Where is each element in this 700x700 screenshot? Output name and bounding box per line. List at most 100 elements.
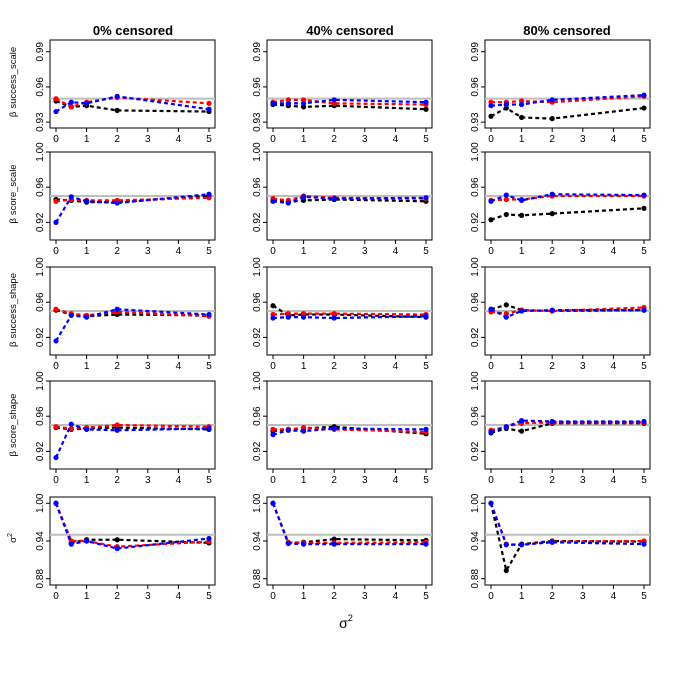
panel-r1-c0: 0 1 2 3 4 5 0.92 0.96 1.00 bbox=[35, 142, 216, 257]
x-tick-label: 3 bbox=[145, 591, 151, 602]
data-point-blue bbox=[423, 313, 429, 319]
x-tick-label: 4 bbox=[393, 475, 399, 486]
y-tick-label: 0.92 bbox=[35, 441, 46, 461]
data-point-black bbox=[503, 567, 509, 574]
y-tick-label: 0.88 bbox=[35, 569, 46, 589]
data-point-red bbox=[53, 96, 59, 102]
row-label-4: σ2 bbox=[7, 533, 19, 543]
x-tick-label: 4 bbox=[393, 361, 399, 372]
data-point-blue bbox=[53, 500, 59, 506]
x-tick-label: 3 bbox=[362, 246, 368, 257]
data-point-blue bbox=[331, 425, 337, 432]
x-tick-label: 0 bbox=[53, 134, 59, 145]
x-tick-label: 0 bbox=[488, 246, 494, 257]
row-label-text: score_shape bbox=[8, 394, 19, 448]
data-point-black bbox=[331, 536, 337, 542]
svg-text:βsuccess_scale: β success_scale bbox=[8, 47, 19, 117]
x-tick-label: 2 bbox=[331, 361, 337, 372]
row-label-1: β score_scale bbox=[8, 164, 19, 223]
panel-r3-c0: 0 1 2 3 4 5 0.92 0.96 1.00 bbox=[35, 371, 216, 486]
data-point-blue bbox=[301, 194, 307, 200]
data-point-black bbox=[423, 106, 429, 112]
row-label-prefix: β bbox=[8, 111, 19, 117]
panel-r2-c1: 0 1 2 3 4 5 0.92 0.96 1.00 bbox=[252, 257, 433, 372]
row-label-prefix: β bbox=[8, 450, 19, 456]
panel-r4-c1: 0 1 2 3 4 5 0.88 0.94 1.00 bbox=[252, 493, 433, 602]
series-line-black bbox=[54, 502, 210, 545]
data-point-red bbox=[114, 422, 120, 428]
data-point-blue bbox=[84, 198, 90, 204]
x-tick-label: 5 bbox=[206, 475, 212, 486]
data-point-red bbox=[68, 104, 74, 110]
y-tick-label: 0.92 bbox=[35, 327, 46, 347]
data-point-blue bbox=[641, 192, 647, 198]
data-point-blue bbox=[84, 426, 90, 432]
y-tick-label: 0.96 bbox=[252, 177, 263, 197]
x-tick-label: 1 bbox=[519, 134, 525, 145]
data-point-blue bbox=[84, 538, 90, 544]
data-point-blue bbox=[519, 418, 525, 424]
data-point-blue bbox=[503, 192, 509, 198]
data-point-blue bbox=[114, 545, 120, 552]
x-tick-label: 2 bbox=[549, 134, 555, 145]
data-point-blue bbox=[423, 99, 429, 105]
y-tick-label: 1.00 bbox=[470, 257, 481, 277]
panel-r2-c2: 0 1 2 3 4 5 0.92 0.96 1.00 bbox=[470, 257, 651, 372]
panel-r0-c1: 0 1 2 3 4 5 0.93 0.96 0.99 bbox=[252, 39, 433, 145]
x-tick-label: 2 bbox=[114, 246, 120, 257]
panel-r3-c2: 0 1 2 3 4 5 0.92 0.96 1.00 bbox=[470, 371, 651, 486]
data-point-blue bbox=[114, 93, 120, 99]
y-tick-label: 1.00 bbox=[252, 142, 263, 162]
y-tick-label: 0.94 bbox=[35, 531, 46, 551]
y-tick-label: 0.96 bbox=[252, 406, 263, 426]
data-point-blue bbox=[301, 541, 307, 547]
data-point-blue bbox=[549, 97, 555, 103]
data-point-blue bbox=[503, 424, 509, 430]
x-tick-label: 0 bbox=[270, 475, 276, 486]
series-line-blue bbox=[272, 315, 427, 320]
x-tick-label: 4 bbox=[393, 246, 399, 257]
x-tick-label: 1 bbox=[84, 361, 90, 372]
data-point-blue bbox=[68, 312, 74, 318]
x-tick-label: 5 bbox=[423, 134, 429, 145]
x-tick-label: 3 bbox=[580, 246, 586, 257]
series-line-black bbox=[272, 103, 427, 111]
data-point-blue bbox=[641, 418, 647, 425]
data-point-blue bbox=[519, 308, 525, 314]
x-tick-label: 2 bbox=[331, 134, 337, 145]
data-point-black bbox=[488, 217, 494, 223]
data-point-black bbox=[641, 105, 647, 111]
x-tick-label: 3 bbox=[580, 591, 586, 602]
series-line-red bbox=[271, 502, 427, 544]
x-tick-label: 0 bbox=[270, 361, 276, 372]
y-tick-label: 0.96 bbox=[35, 292, 46, 312]
panel-r0-c2: 0 1 2 3 4 5 0.93 0.96 0.99 bbox=[470, 39, 651, 145]
data-point-red bbox=[53, 306, 59, 312]
data-point-blue bbox=[270, 100, 276, 106]
data-point-black bbox=[549, 211, 555, 217]
series-line-red bbox=[489, 502, 645, 546]
series-line-black bbox=[489, 503, 645, 574]
row-label-text: success_shape bbox=[8, 273, 19, 338]
data-point-blue bbox=[549, 539, 555, 545]
x-tick-label: 3 bbox=[362, 361, 368, 372]
y-tick-label: 0.99 bbox=[252, 42, 263, 62]
x-tick-label: 3 bbox=[362, 475, 368, 486]
x-tick-label: 1 bbox=[519, 591, 525, 602]
data-point-red bbox=[331, 311, 337, 317]
column-title-1: 40% censored bbox=[306, 23, 393, 38]
row-label-prefix: σ bbox=[8, 537, 19, 543]
y-tick-label: 1.00 bbox=[252, 371, 263, 391]
x-tick-label: 5 bbox=[423, 361, 429, 372]
row-label-prefix: β bbox=[8, 218, 19, 224]
panel-r4-c2: 0 1 2 3 4 5 0.88 0.94 1.00 bbox=[470, 493, 651, 602]
x-tick-label: 3 bbox=[362, 591, 368, 602]
data-point-blue bbox=[549, 418, 555, 425]
panel-r2-c0: 0 1 2 3 4 5 0.92 0.96 1.00 bbox=[35, 257, 216, 372]
x-tick-label: 5 bbox=[641, 134, 647, 145]
row-label-text: 2 bbox=[7, 533, 14, 537]
data-point-black bbox=[114, 537, 120, 543]
x-tick-label: 4 bbox=[176, 134, 182, 145]
y-tick-label: 0.92 bbox=[252, 327, 263, 347]
